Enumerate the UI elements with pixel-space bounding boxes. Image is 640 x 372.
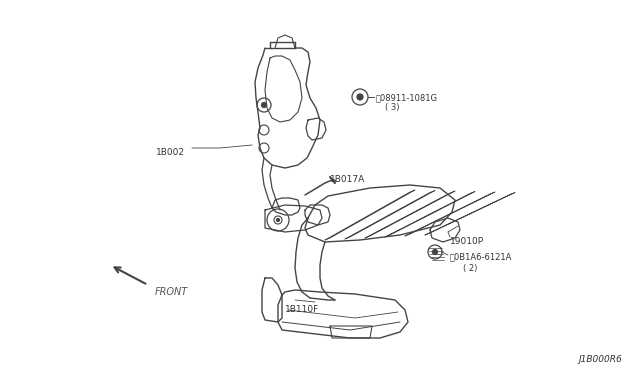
Text: 1B110F: 1B110F <box>285 305 319 314</box>
Text: J1B000R6: J1B000R6 <box>578 355 621 364</box>
Text: ( 2): ( 2) <box>463 264 477 273</box>
Text: Ⓒ0B1A6-6121A: Ⓒ0B1A6-6121A <box>450 252 513 261</box>
Text: ⓝ08911-1081G: ⓝ08911-1081G <box>376 93 438 102</box>
Circle shape <box>357 94 363 100</box>
Text: 1B017A: 1B017A <box>330 175 365 184</box>
Circle shape <box>276 218 280 221</box>
Text: 19010P: 19010P <box>450 237 484 246</box>
Text: FRONT: FRONT <box>155 287 188 297</box>
Text: 1B002: 1B002 <box>156 148 185 157</box>
Circle shape <box>262 103 266 108</box>
Circle shape <box>433 250 438 254</box>
Text: ( 3): ( 3) <box>385 103 399 112</box>
